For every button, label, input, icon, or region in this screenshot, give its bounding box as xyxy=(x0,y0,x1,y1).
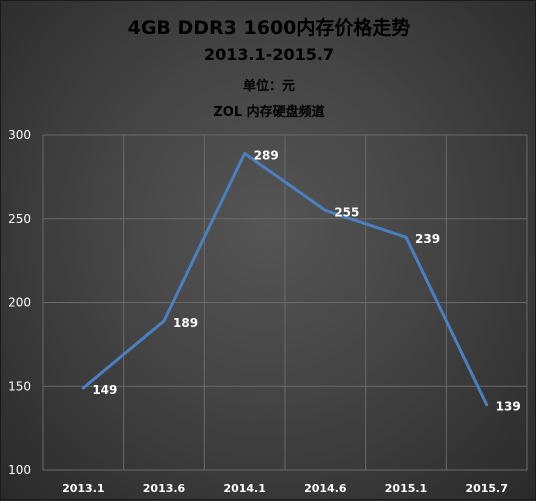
data-label: 139 xyxy=(496,400,521,414)
x-tick-label: 2014.1 xyxy=(223,482,265,495)
data-point xyxy=(323,208,327,212)
data-label: 189 xyxy=(173,316,198,330)
grid-layer xyxy=(42,134,528,471)
data-label: 239 xyxy=(415,232,440,246)
series-layer xyxy=(81,151,489,407)
data-point xyxy=(162,319,166,323)
x-tick-label: 2014.6 xyxy=(304,482,347,495)
y-tick-label: 300 xyxy=(8,128,31,142)
y-tick-label: 200 xyxy=(8,296,31,310)
data-label: 289 xyxy=(254,148,279,162)
data-label: 149 xyxy=(92,383,117,397)
series-line xyxy=(81,151,489,407)
data-label-layer: 149 189 289 255 239 139 xyxy=(92,148,520,413)
data-point xyxy=(404,235,408,239)
unit-label: 单位：元 xyxy=(242,79,295,94)
source-label: ZOL 内存硬盘频道 xyxy=(213,105,325,120)
data-point xyxy=(485,403,489,407)
y-tick-label: 100 xyxy=(8,463,31,477)
data-label: 255 xyxy=(334,205,359,219)
x-tick-label: 2015.1 xyxy=(385,482,427,495)
chart-title: 4GB DDR3 1600内存价格走势 xyxy=(127,17,411,39)
chart-subtitle: 2013.1-2015.7 xyxy=(203,45,335,64)
y-tick-label: 250 xyxy=(8,212,31,226)
y-axis: 100 150 200 250 300 xyxy=(8,128,31,477)
y-tick-label: 150 xyxy=(8,379,31,393)
x-tick-label: 2013.6 xyxy=(143,482,186,495)
x-axis: 2013.1 2013.6 2014.1 2014.6 2015.1 2015.7 xyxy=(62,482,508,495)
x-tick-label: 2015.7 xyxy=(465,482,507,495)
data-point xyxy=(243,151,247,155)
x-tick-label: 2013.1 xyxy=(62,482,104,495)
data-point xyxy=(81,386,85,390)
